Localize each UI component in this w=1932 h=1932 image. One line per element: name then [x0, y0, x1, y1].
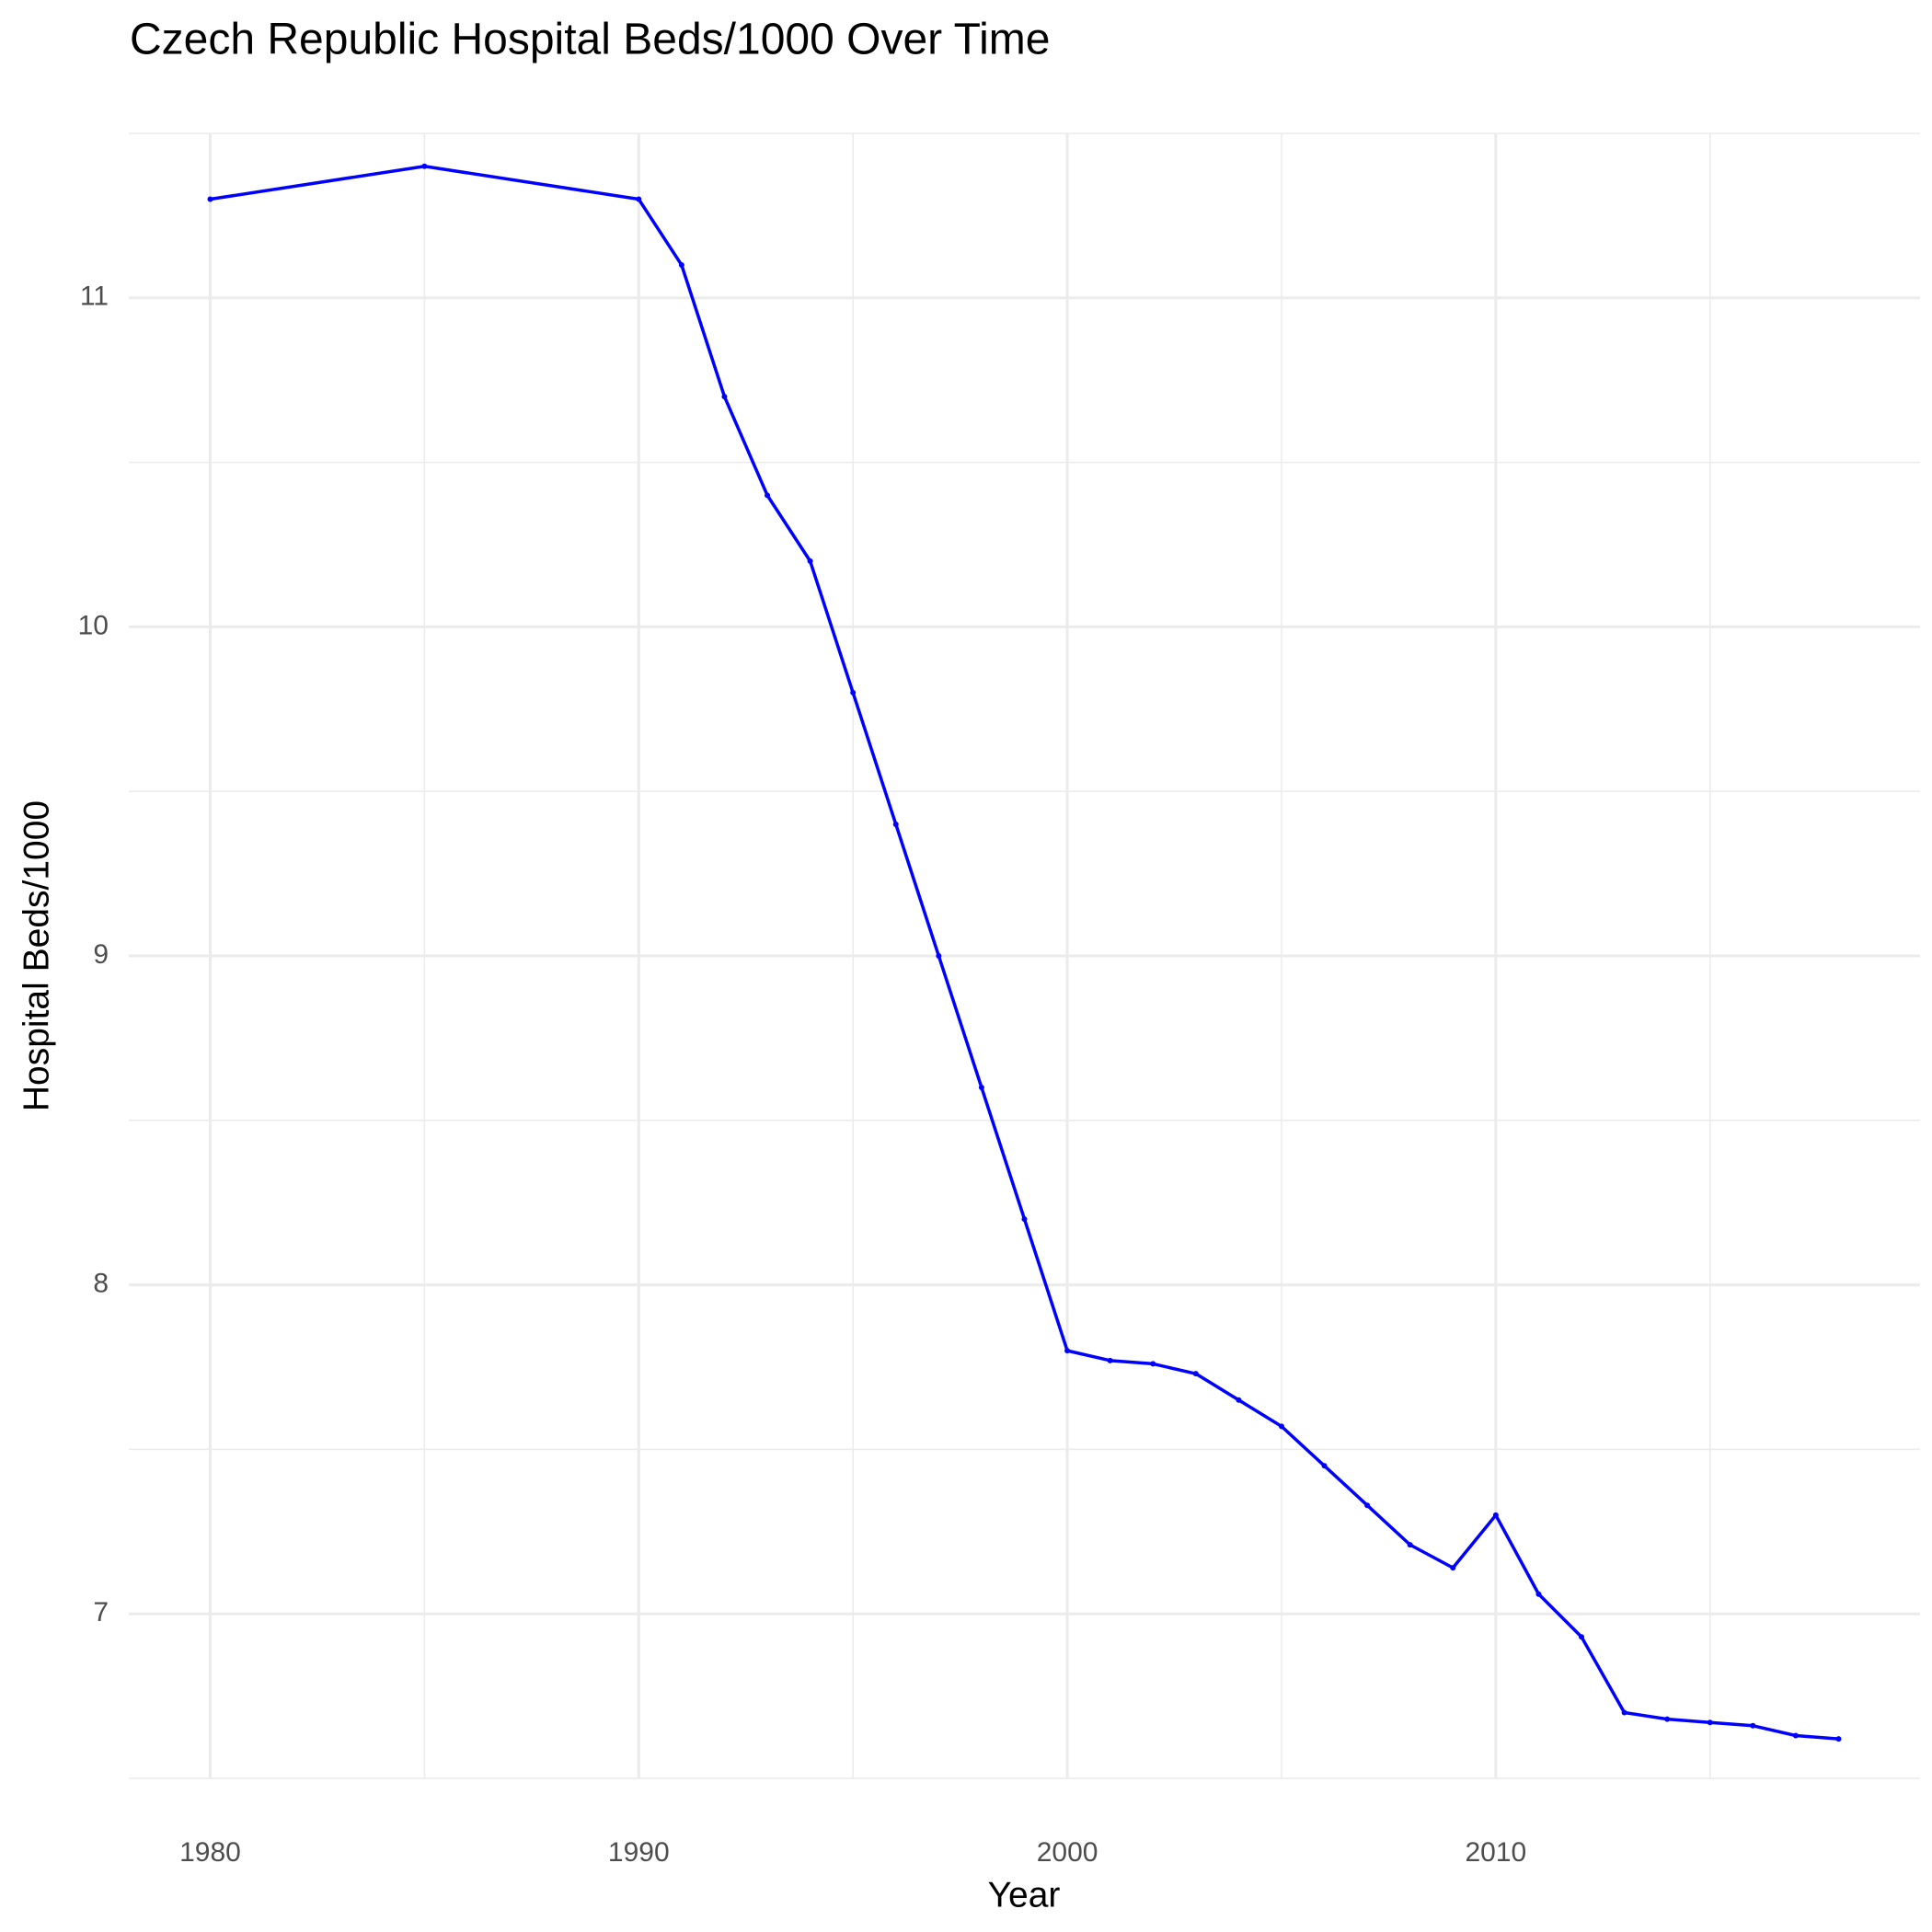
data-point — [1535, 1591, 1542, 1597]
data-point — [1364, 1502, 1371, 1509]
data-point — [1750, 1722, 1756, 1729]
data-point — [1107, 1357, 1113, 1363]
x-tick-label: 1980 — [179, 1837, 241, 1868]
data-point — [765, 492, 771, 499]
y-tick-label: 11 — [80, 282, 109, 312]
data-point — [936, 953, 942, 959]
y-tick-label: 8 — [93, 1269, 109, 1299]
data-point — [1664, 1716, 1671, 1722]
data-point — [850, 689, 857, 696]
data-point — [1407, 1542, 1413, 1548]
data-point — [1707, 1719, 1713, 1726]
y-tick-label: 7 — [93, 1597, 109, 1627]
data-point — [1021, 1216, 1028, 1223]
y-axis-title: Hospital Beds/1000 — [17, 800, 56, 1111]
data-line — [210, 165, 1839, 1741]
x-tick-label: 2010 — [1465, 1837, 1526, 1868]
data-point — [1450, 1565, 1456, 1571]
data-point — [207, 196, 213, 202]
data-point — [892, 821, 899, 827]
x-axis-title: Year — [988, 1875, 1061, 1915]
data-point — [1835, 1736, 1842, 1742]
data-point — [807, 558, 813, 564]
data-point — [721, 394, 728, 400]
data-point — [1150, 1361, 1156, 1367]
data-point — [1492, 1512, 1499, 1518]
data-point — [1321, 1463, 1328, 1469]
data-point — [678, 262, 684, 269]
data-point — [1579, 1634, 1585, 1640]
x-tick-label: 1990 — [608, 1837, 670, 1868]
data-point — [978, 1085, 984, 1091]
y-tick-label: 10 — [78, 610, 109, 640]
data-point — [1792, 1732, 1799, 1739]
data-point — [636, 196, 642, 202]
chart-title: Czech Republic Hospital Beds/1000 Over T… — [130, 16, 1050, 64]
x-tick-label: 2000 — [1037, 1837, 1098, 1868]
data-point — [1621, 1709, 1627, 1716]
y-tick-label: 9 — [93, 939, 109, 970]
data-point — [1192, 1371, 1199, 1377]
data-point — [421, 163, 428, 169]
data-point — [1278, 1423, 1284, 1430]
data-point — [1236, 1397, 1242, 1403]
data-point — [1064, 1348, 1071, 1354]
